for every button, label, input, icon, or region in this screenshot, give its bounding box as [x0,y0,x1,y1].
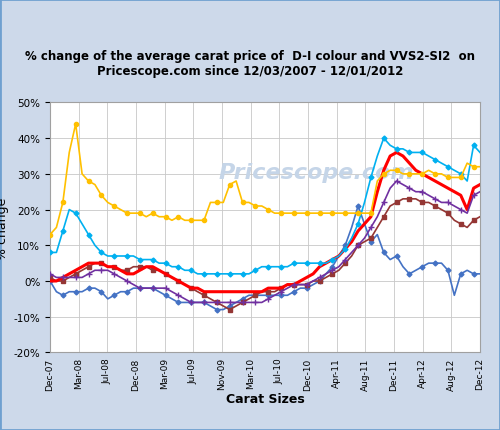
Y-axis label: % change: % change [0,197,10,259]
Text: Pricescope.com: Pricescope.com [219,163,414,183]
X-axis label: Carat Sizes: Carat Sizes [226,393,304,405]
Text: % change of the average carat price of  D-I colour and VVS2-SI2  on
Pricescope.c: % change of the average carat price of D… [25,49,475,77]
